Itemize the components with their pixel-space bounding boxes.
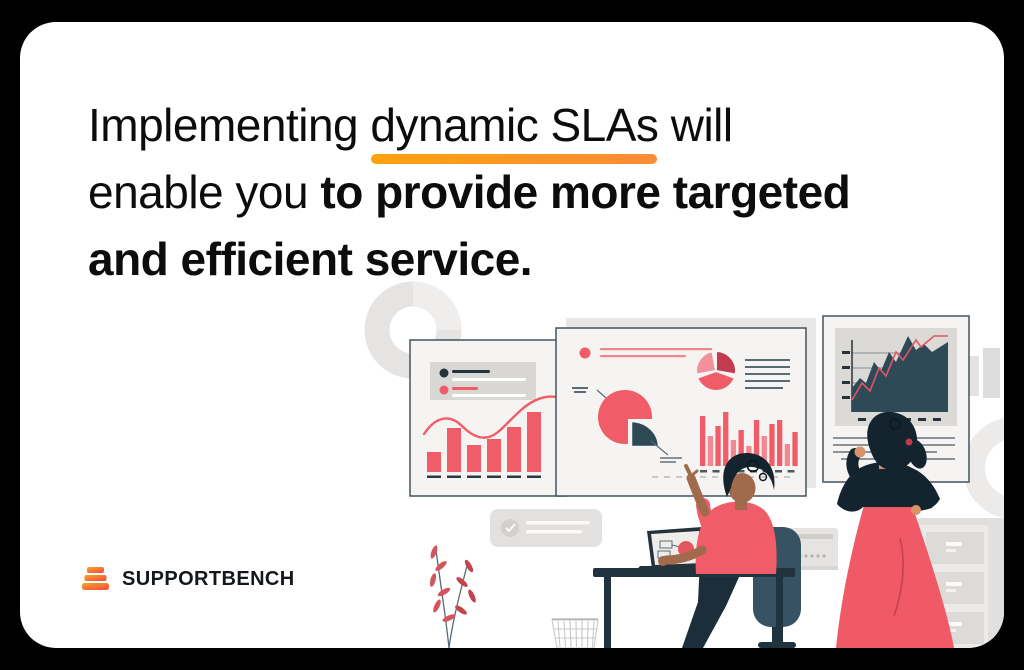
- logo-text-bench: BENCH: [221, 567, 295, 590]
- column-chart: [652, 412, 798, 478]
- man-torso: [695, 501, 777, 574]
- bench-icon: [82, 567, 109, 590]
- text-lines: [745, 359, 790, 389]
- right-dashboard-panel: [822, 315, 970, 483]
- man-legs: [682, 560, 744, 648]
- highlight-underline: [371, 154, 658, 164]
- wire-basket: [551, 618, 599, 648]
- woman-hair: [867, 411, 918, 470]
- headline-text: will: [658, 99, 733, 151]
- mini-pie-chart: [694, 349, 738, 392]
- man-head: [728, 473, 756, 503]
- center-dashboard-panel: [555, 318, 816, 497]
- logo-wordmark: SUPPORTBENCH: [122, 568, 295, 591]
- content-card: Implementing dynamic SLAs will enable yo…: [20, 22, 1004, 648]
- man-arm-laptop: [661, 545, 707, 565]
- headline-highlight: dynamic SLAs: [370, 99, 659, 164]
- legend-card: [430, 362, 536, 400]
- woman-skirt: [836, 505, 954, 648]
- seated-man-pointing: [593, 452, 795, 648]
- plant: [429, 545, 476, 648]
- pie-chart: [572, 387, 682, 463]
- analytics-illustration: [364, 281, 1004, 648]
- man-hair: [723, 452, 775, 497]
- supportbench-logo: SUPPORTBENCH: [80, 564, 295, 594]
- headline-line-3: and efficient service.: [88, 226, 850, 293]
- gray-ring: [963, 418, 1004, 518]
- trend-line: [422, 395, 558, 439]
- headline-line-2: enable you to provide more targeted: [88, 159, 851, 226]
- headline-text: enable you: [88, 166, 321, 218]
- notification-card: [490, 509, 602, 547]
- headline-text-bold: and efficient service.: [88, 233, 533, 285]
- headline-text-bold: to provide more targeted: [320, 166, 851, 218]
- man-arm-pointing: [686, 473, 710, 517]
- woman-arm-hip: [906, 472, 934, 512]
- headline-line-1: Implementing dynamic SLAs will: [88, 92, 850, 164]
- standing-woman-thinking: [836, 411, 954, 648]
- gray-bars: [966, 348, 1000, 398]
- headline: Implementing dynamic SLAs will enable yo…: [88, 92, 851, 293]
- logo-text-support: SUPPORT: [122, 567, 222, 590]
- left-dashboard-panel: [409, 339, 567, 497]
- headline-highlight-text: dynamic SLAs: [370, 99, 659, 151]
- headline-text: Implementing: [88, 99, 371, 151]
- woman-arm-chin: [846, 448, 867, 488]
- bar-chart: [427, 412, 541, 478]
